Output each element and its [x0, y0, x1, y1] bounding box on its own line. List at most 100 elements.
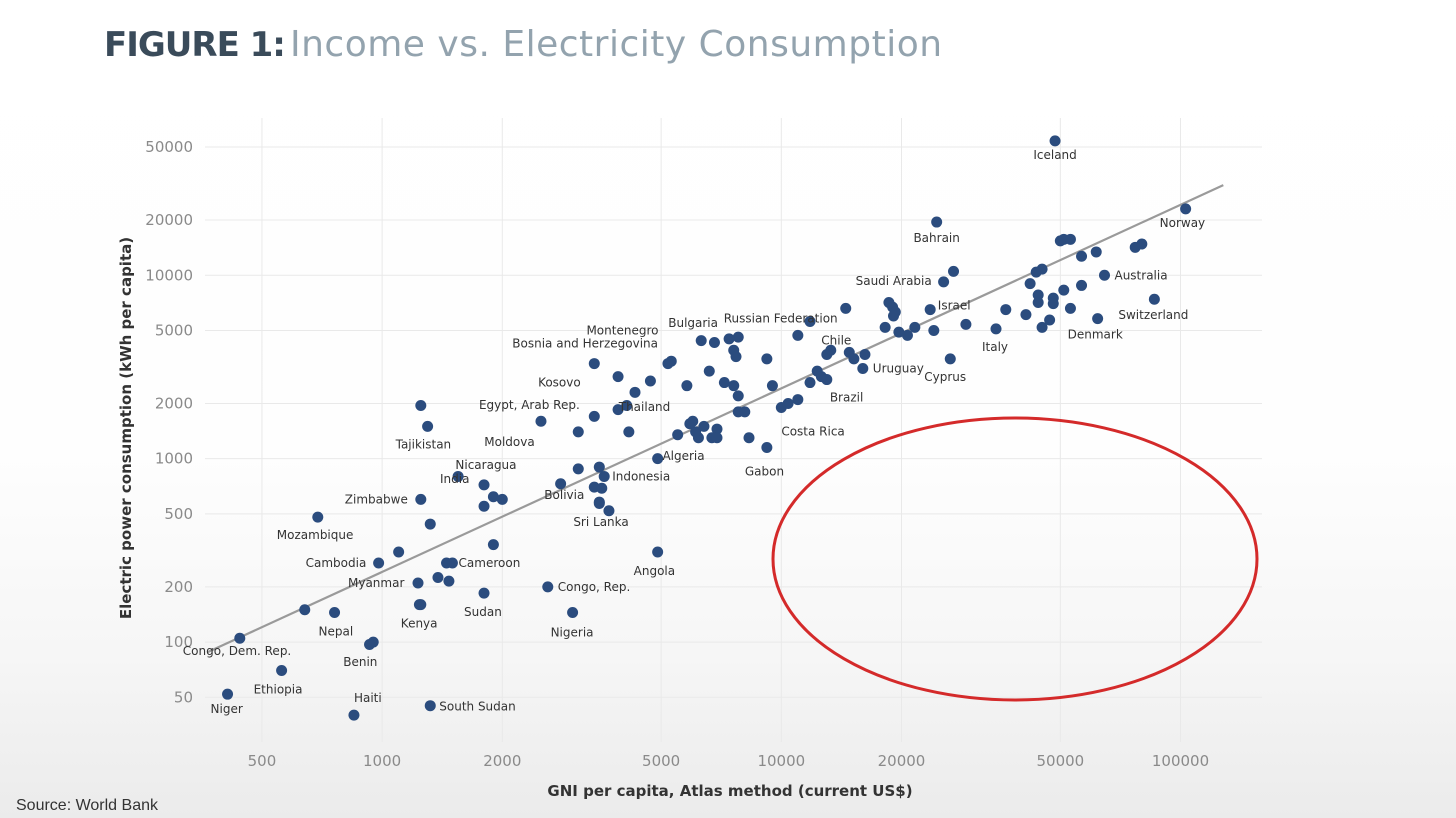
data-point — [782, 397, 794, 409]
data-point — [792, 329, 804, 341]
data-point — [572, 426, 584, 438]
point-label: Russian Federation — [724, 311, 838, 325]
data-point — [684, 418, 696, 430]
point-label: Montenegro — [586, 323, 658, 337]
data-point — [711, 432, 723, 444]
data-point — [612, 404, 624, 416]
y-axis-ticks: 50 100 200 500 1000 2000 5000 10000 20000 50000 — [145, 138, 193, 706]
point-label: Bosnia and Herzegovina — [512, 337, 658, 351]
data-point — [960, 318, 972, 330]
data-point — [234, 632, 246, 644]
x-tick-label: 10000 — [757, 752, 805, 770]
data-point — [612, 371, 624, 383]
x-tick-label: 50000 — [1036, 752, 1084, 770]
data-point — [1036, 321, 1048, 333]
x-axis-label: GNI per capita, Atlas method (current US… — [547, 782, 912, 800]
data-point — [593, 497, 605, 509]
data-point — [672, 429, 684, 441]
data-point — [644, 375, 656, 387]
data-point — [1092, 313, 1104, 325]
data-point — [804, 315, 816, 327]
data-point — [893, 326, 905, 338]
data-point — [1064, 302, 1076, 314]
data-point — [443, 575, 455, 587]
data-point — [879, 321, 891, 333]
data-point — [732, 331, 744, 343]
point-label: Congo, Dem. Rep. — [183, 644, 291, 658]
data-point — [695, 335, 707, 347]
data-point — [1044, 314, 1056, 326]
point-label: Denmark — [1068, 328, 1123, 342]
data-point — [857, 363, 869, 375]
y-tick-label: 100 — [164, 633, 193, 651]
data-point — [840, 302, 852, 314]
data-point — [555, 478, 567, 490]
figure-title: Income vs. Electricity Consumption — [289, 24, 943, 65]
data-point — [478, 587, 490, 599]
data-point — [804, 377, 816, 389]
point-label: Myanmar — [348, 576, 404, 590]
point-label: Saudi Arabia — [856, 274, 932, 288]
point-label: Congo, Rep. — [558, 580, 631, 594]
x-tick-label: 100000 — [1152, 752, 1209, 770]
data-point — [739, 406, 751, 418]
data-point — [711, 423, 723, 435]
data-point — [312, 511, 324, 523]
data-point — [452, 470, 464, 482]
point-label: Nepal — [319, 624, 354, 638]
x-tick-label: 500 — [248, 752, 277, 770]
data-point — [1180, 203, 1192, 215]
point-label: Thailand — [618, 400, 671, 414]
point-label: Chile — [821, 333, 851, 347]
data-point — [603, 505, 615, 517]
data-point — [652, 546, 664, 558]
point-label: Uruguay — [873, 362, 924, 376]
y-tick-label: 1000 — [155, 450, 193, 468]
data-point — [1076, 250, 1088, 262]
data-point — [698, 420, 710, 432]
point-label: Algeria — [662, 449, 704, 463]
data-point — [413, 599, 425, 611]
point-label: Bulgaria — [668, 316, 718, 330]
data-point — [487, 491, 499, 503]
data-point — [1024, 278, 1036, 290]
point-label: Costa Rica — [781, 425, 844, 439]
data-point — [415, 399, 427, 411]
point-label: Cameroon — [459, 556, 521, 570]
data-point — [299, 604, 311, 616]
data-point — [1047, 298, 1059, 310]
point-label: Cyprus — [924, 370, 966, 384]
data-point — [761, 442, 773, 454]
data-point — [723, 333, 735, 345]
data-point — [623, 426, 635, 438]
data-point — [792, 394, 804, 406]
x-axis-ticks: 500 1000 2000 5000 10000 20000 50000 100000 — [248, 752, 1210, 770]
data-point — [446, 557, 458, 569]
data-point — [825, 344, 837, 356]
data-point — [412, 577, 424, 589]
data-point — [948, 265, 960, 277]
y-tick-label: 500 — [164, 505, 193, 523]
point-label: Sri Lanka — [573, 515, 628, 529]
point-label: Israel — [938, 299, 971, 313]
y-tick-label: 50 — [174, 688, 193, 706]
data-point — [276, 665, 288, 677]
data-point — [1148, 293, 1160, 305]
data-point — [572, 463, 584, 475]
data-point — [424, 518, 436, 530]
data-point — [690, 426, 702, 438]
data-point — [478, 500, 490, 512]
point-label: Ethiopia — [254, 683, 303, 697]
point-label: Italy — [982, 340, 1008, 354]
data-point — [329, 606, 341, 618]
y-tick-label: 2000 — [155, 394, 193, 412]
point-label: Kenya — [401, 617, 438, 631]
data-point — [859, 348, 871, 360]
point-label: Kosovo — [538, 376, 581, 390]
data-point — [422, 420, 434, 432]
y-tick-label: 10000 — [145, 266, 193, 284]
data-point — [1064, 233, 1076, 245]
data-point — [222, 688, 234, 700]
data-point — [848, 353, 860, 365]
